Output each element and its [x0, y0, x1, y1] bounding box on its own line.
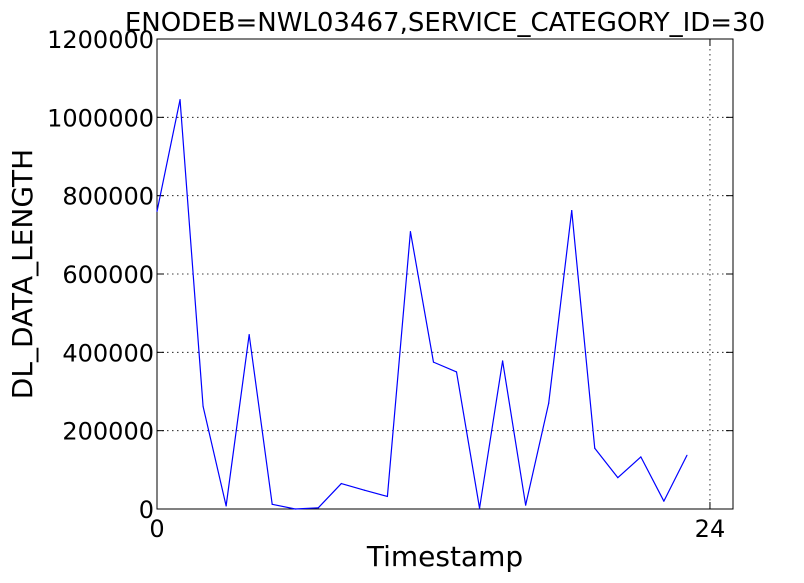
- chart-title: ENODEB=NWL03467,SERVICE_CATEGORY_ID=30: [125, 8, 765, 38]
- y-tick-label: 800000: [62, 183, 154, 211]
- x-tick-label: 24: [695, 515, 726, 543]
- y-tick-label: 1200000: [47, 26, 154, 54]
- series-line-segment: [663, 454, 688, 502]
- series-line-segment: [202, 405, 227, 507]
- y-tick-label: 600000: [62, 261, 154, 289]
- series-line-segment: [156, 99, 181, 212]
- series-line-segment: [455, 371, 481, 509]
- series-line-segment: [478, 360, 504, 509]
- axis-ticks: 0 200000 400000 600000 800000 1000000 1200000 0…: [47, 26, 733, 543]
- grid-lines: [156, 38, 733, 510]
- series-line-segment: [179, 99, 204, 407]
- series-line-segment: [502, 360, 527, 506]
- series-line-segment: [248, 334, 273, 505]
- series-line-segment: [432, 361, 458, 373]
- y-axis-label: DL_DATA_LENGTH: [6, 149, 39, 399]
- series-line-segment: [363, 489, 388, 498]
- series-line-segment: [548, 209, 573, 404]
- y-tick-label: 1000000: [47, 104, 154, 132]
- y-tick-label: 400000: [62, 339, 154, 367]
- data-series: [156, 99, 688, 510]
- series-line-segment: [271, 503, 296, 510]
- series-line-segment: [294, 507, 319, 510]
- x-tick-label: 0: [149, 515, 164, 543]
- y-tick-label: 200000: [62, 418, 154, 446]
- series-line-segment: [340, 482, 365, 491]
- series-line-segment: [525, 402, 550, 506]
- series-line-segment: [386, 231, 412, 498]
- series-line-segment: [640, 456, 665, 502]
- series-line-segment: [571, 209, 596, 449]
- y-tick-label: 0: [139, 496, 154, 524]
- series-line-segment: [617, 456, 642, 479]
- series-line-segment: [409, 231, 435, 363]
- series-line-segment: [317, 482, 342, 509]
- series-line-segment: [225, 334, 250, 507]
- x-axis-label: Timestamp: [366, 540, 523, 573]
- series-line-segment: [594, 447, 619, 479]
